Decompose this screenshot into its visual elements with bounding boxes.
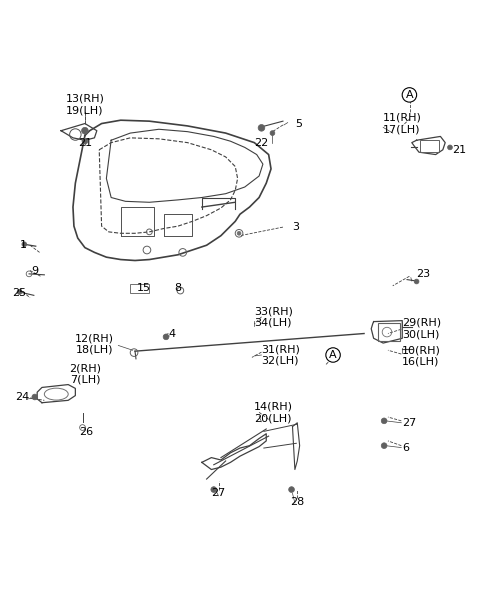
Text: 5: 5 xyxy=(295,119,302,128)
Circle shape xyxy=(22,242,27,247)
Text: 28: 28 xyxy=(290,497,304,507)
Circle shape xyxy=(32,394,37,400)
Circle shape xyxy=(381,418,387,423)
Text: 4: 4 xyxy=(168,329,176,339)
Text: 11(RH)
17(LH): 11(RH) 17(LH) xyxy=(383,113,422,134)
Circle shape xyxy=(17,290,22,295)
Circle shape xyxy=(447,145,452,150)
Text: 27: 27 xyxy=(211,488,226,499)
Bar xyxy=(378,322,400,341)
Text: 13(RH)
19(LH): 13(RH) 19(LH) xyxy=(65,94,104,116)
Circle shape xyxy=(82,139,88,144)
Circle shape xyxy=(211,486,216,492)
Text: 2(RH)
7(LH): 2(RH) 7(LH) xyxy=(69,363,101,385)
Text: 29(RH)
30(LH): 29(RH) 30(LH) xyxy=(402,318,442,339)
Text: 31(RH)
32(LH): 31(RH) 32(LH) xyxy=(262,344,300,366)
Text: A: A xyxy=(406,90,413,100)
Text: 6: 6 xyxy=(402,443,409,453)
Circle shape xyxy=(414,279,419,284)
Text: 21: 21 xyxy=(452,145,467,155)
Text: 25: 25 xyxy=(12,288,26,298)
Text: 33(RH)
34(LH): 33(RH) 34(LH) xyxy=(254,306,293,328)
Bar xyxy=(130,284,149,293)
Text: 24: 24 xyxy=(15,392,29,402)
Circle shape xyxy=(237,231,241,235)
Text: 8: 8 xyxy=(174,283,181,293)
Text: 9: 9 xyxy=(31,266,38,275)
Circle shape xyxy=(270,131,275,136)
Circle shape xyxy=(258,125,265,131)
Text: 22: 22 xyxy=(254,137,269,148)
Text: A: A xyxy=(329,350,337,360)
Text: 26: 26 xyxy=(79,427,94,437)
Circle shape xyxy=(288,486,294,492)
Circle shape xyxy=(381,443,387,448)
Circle shape xyxy=(82,128,88,134)
Text: 10(RH)
16(LH): 10(RH) 16(LH) xyxy=(402,345,441,367)
Text: 1: 1 xyxy=(19,240,26,250)
Text: 23: 23 xyxy=(417,269,431,279)
Text: 12(RH)
18(LH): 12(RH) 18(LH) xyxy=(74,333,114,355)
Text: 27: 27 xyxy=(402,418,417,428)
Text: 14(RH)
20(LH): 14(RH) 20(LH) xyxy=(254,402,293,423)
Bar xyxy=(420,140,439,152)
Text: 3: 3 xyxy=(292,222,300,232)
Circle shape xyxy=(163,334,169,340)
Text: 21: 21 xyxy=(78,137,92,148)
Text: 15: 15 xyxy=(137,283,151,293)
